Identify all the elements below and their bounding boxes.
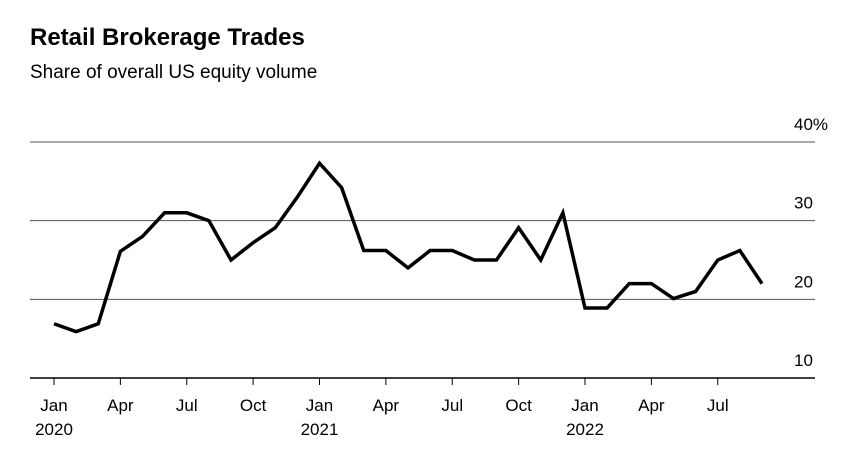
x-tick-label: Jan 2020 <box>35 396 73 439</box>
y-tick-label: 10 <box>794 351 813 370</box>
x-tick-label: Apr <box>107 396 134 415</box>
x-tick-label: Apr <box>373 396 400 415</box>
x-tick-label: Apr <box>638 396 665 415</box>
y-tick-label: 40% <box>794 115 828 134</box>
x-tick-label: Jan 2022 <box>566 396 604 439</box>
x-tick-label: Oct <box>505 396 532 415</box>
x-tick-label: Jan 2021 <box>301 396 339 439</box>
y-tick-label: 20 <box>794 272 813 291</box>
y-tick-label: 30 <box>794 194 813 213</box>
line-series <box>53 160 764 334</box>
chart-subtitle: Share of overall US equity volume <box>30 62 317 83</box>
x-tick-label: Jul <box>441 396 463 415</box>
x-tick-label: Oct <box>240 396 267 415</box>
x-tick-label: Jul <box>176 396 198 415</box>
chart-title: Retail Brokerage Trades <box>30 24 305 51</box>
x-tick-label: Jul <box>707 396 729 415</box>
